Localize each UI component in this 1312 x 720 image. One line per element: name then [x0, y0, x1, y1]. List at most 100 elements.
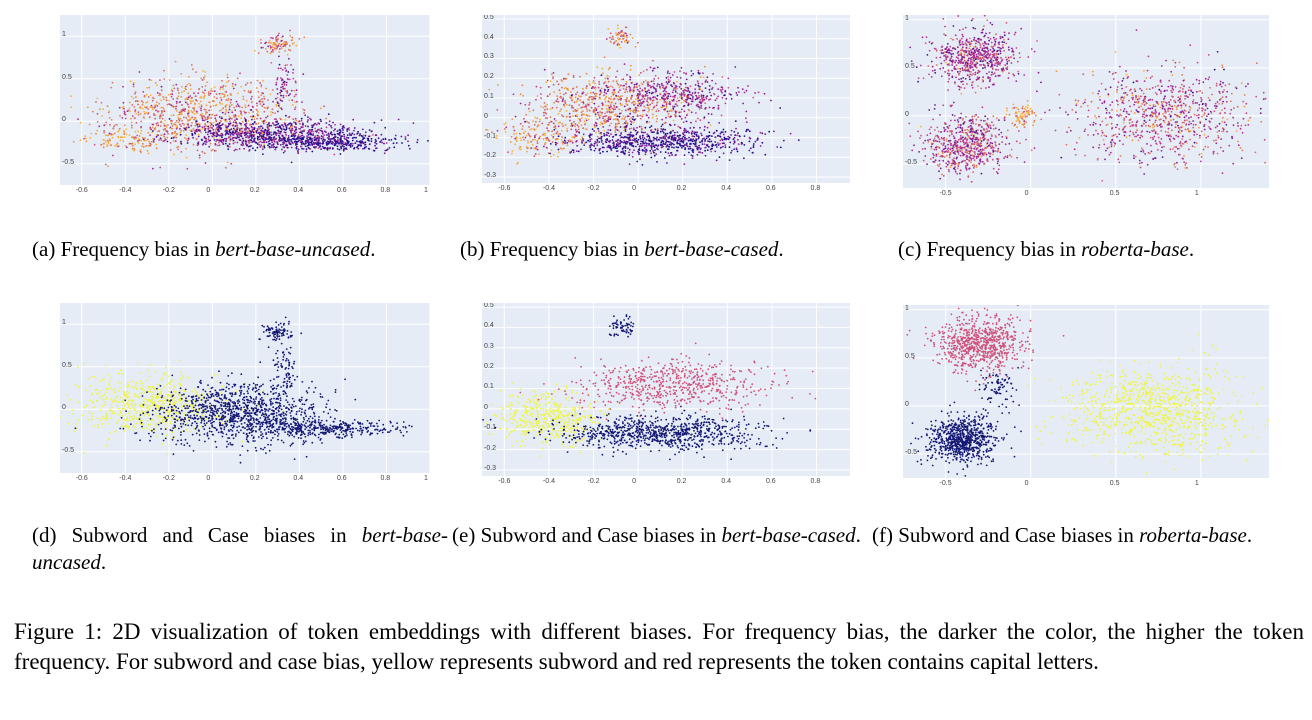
data-point — [222, 84, 225, 87]
data-point — [287, 78, 289, 81]
data-point — [1040, 81, 1042, 84]
data-point — [215, 130, 217, 133]
data-point — [1003, 31, 1006, 34]
data-point — [705, 79, 707, 82]
data-point — [728, 92, 731, 95]
data-point — [583, 120, 586, 123]
data-point — [627, 147, 629, 150]
data-point — [561, 114, 563, 117]
data-point — [193, 109, 195, 112]
data-point — [698, 146, 701, 149]
data-point — [604, 77, 607, 80]
data-point — [733, 140, 736, 143]
data-point — [683, 134, 686, 137]
data-point — [615, 140, 617, 142]
data-point — [356, 145, 359, 148]
data-point — [706, 143, 709, 146]
data-point — [724, 144, 727, 147]
data-point — [533, 136, 536, 139]
data-point — [687, 93, 690, 96]
data-point — [293, 138, 296, 141]
data-point — [543, 145, 545, 148]
data-point — [636, 115, 639, 117]
data-point — [961, 80, 964, 83]
data-point — [641, 89, 644, 91]
data-point — [988, 32, 991, 34]
data-point — [279, 137, 281, 140]
data-point — [624, 150, 627, 152]
data-point — [631, 118, 634, 120]
data-point — [201, 86, 204, 88]
data-point — [642, 138, 645, 141]
data-point — [577, 97, 579, 100]
data-point — [193, 113, 196, 115]
data-point — [265, 129, 267, 132]
data-point — [676, 97, 679, 99]
data-point — [524, 130, 527, 132]
data-point — [555, 132, 558, 135]
data-point — [629, 89, 631, 92]
data-point — [261, 105, 264, 107]
data-point — [132, 85, 135, 88]
data-point — [265, 121, 268, 123]
data-point — [691, 130, 694, 133]
data-point — [575, 134, 578, 137]
data-point — [688, 151, 690, 154]
data-point — [160, 139, 163, 142]
data-point — [596, 138, 599, 141]
data-point — [665, 140, 668, 142]
data-point — [661, 139, 664, 142]
data-point — [1006, 60, 1009, 63]
data-point — [649, 145, 652, 147]
data-point — [185, 156, 188, 159]
data-point — [333, 144, 336, 147]
data-point — [343, 145, 345, 148]
data-point — [274, 49, 277, 51]
data-point — [111, 136, 114, 139]
data-point — [642, 134, 644, 137]
data-point — [143, 139, 146, 142]
data-point — [300, 130, 302, 133]
data-point — [329, 132, 332, 135]
data-point — [625, 100, 628, 103]
data-point — [337, 139, 339, 141]
data-point — [992, 59, 995, 62]
data-point — [633, 119, 636, 121]
data-point — [671, 146, 673, 149]
data-point — [557, 112, 560, 115]
data-point — [628, 128, 631, 130]
data-point — [529, 135, 532, 138]
data-point — [205, 118, 208, 121]
data-point — [623, 129, 625, 132]
data-point — [262, 135, 264, 138]
data-point — [338, 134, 341, 137]
data-point — [987, 76, 989, 78]
data-point — [734, 120, 737, 122]
data-point — [722, 133, 725, 136]
data-point — [184, 127, 186, 130]
data-point — [754, 92, 756, 94]
data-point — [277, 104, 280, 107]
data-point — [563, 87, 566, 90]
data-point — [688, 136, 690, 139]
data-point — [660, 143, 662, 146]
data-point — [1018, 52, 1021, 54]
data-point — [281, 134, 284, 137]
data-point — [175, 134, 177, 137]
data-point — [682, 135, 685, 138]
data-point — [150, 140, 153, 143]
data-point — [334, 128, 336, 131]
data-point — [527, 107, 530, 110]
data-point — [102, 108, 105, 111]
data-point — [228, 143, 231, 145]
data-point — [588, 80, 590, 83]
data-point — [747, 128, 749, 131]
data-point — [601, 146, 604, 149]
data-point — [577, 150, 580, 153]
data-point — [708, 98, 710, 101]
data-point — [966, 83, 968, 85]
data-point — [528, 104, 531, 106]
data-point — [151, 131, 153, 134]
data-point — [292, 77, 295, 80]
data-point — [604, 89, 606, 92]
